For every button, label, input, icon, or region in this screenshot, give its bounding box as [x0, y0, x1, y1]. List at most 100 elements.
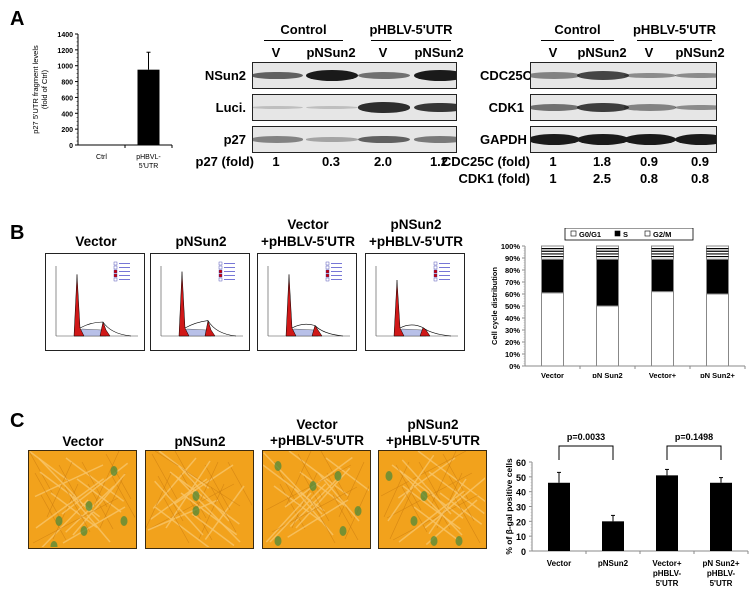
fold-value: 0.9 — [639, 154, 659, 169]
beta-gal-stain — [120, 516, 128, 526]
beta-gal-stain — [309, 481, 317, 491]
stack-S-3 — [706, 258, 729, 295]
protein-band — [306, 105, 358, 110]
flow-histogram-0 — [45, 253, 145, 351]
flow-title: +pHBLV-5'UTR — [368, 234, 464, 249]
stack-G0G1-1 — [596, 305, 619, 367]
cell-edge — [64, 486, 91, 533]
y-tick-label: 200 — [61, 127, 73, 134]
cell-fiber — [299, 471, 347, 507]
hist-g2-peak — [419, 327, 431, 337]
blot-strip — [530, 62, 717, 89]
stack-G2M-2 — [651, 245, 674, 260]
hist-fit-curve — [184, 320, 237, 337]
stack-G2M-0 — [541, 245, 564, 260]
hist-legend-swatch — [433, 261, 438, 266]
protein-band — [414, 136, 456, 143]
blot-strip — [252, 62, 457, 89]
bar-1 — [602, 521, 624, 551]
cell-fiber — [154, 506, 211, 548]
protein-band — [577, 71, 629, 80]
beta-gal-stain — [192, 491, 200, 501]
p-value-label-1: p=0.1498 — [675, 432, 713, 442]
fold-value: 1 — [272, 154, 280, 169]
cell-edge — [93, 451, 120, 507]
hist-g1-peak — [178, 271, 190, 337]
beta-gal-stain — [50, 541, 58, 548]
stack-G2M-1 — [596, 245, 619, 260]
beta-gal-stain — [55, 516, 63, 526]
flow-title: pNSun2 — [390, 217, 442, 232]
cell-edge — [174, 451, 201, 497]
fold-value: 0.8 — [639, 171, 659, 186]
fold-value: 1 — [549, 171, 557, 186]
cell-fiber — [147, 499, 219, 531]
blot-row-label: Luci. — [215, 100, 246, 115]
protein-band — [531, 72, 580, 79]
y-tick-label: 60 — [516, 458, 526, 468]
cell-fiber — [402, 485, 461, 530]
hist-legend-swatch — [113, 261, 118, 266]
cell-texture — [380, 451, 486, 546]
beta-gal-stain — [354, 506, 362, 516]
cell-edge — [395, 464, 422, 511]
blot-strip — [252, 94, 457, 121]
panel-b-letter: B — [10, 222, 25, 244]
beta-gal-stain — [455, 536, 463, 546]
x-tick-label-2: pHBLV- — [653, 569, 682, 578]
cell-fiber — [180, 492, 238, 536]
group-header: Control — [554, 22, 601, 37]
beta-gal-image-row: Vector pNSun2 Vector +pHBLV-5'UTR pNSun2 +pHB… — [25, 415, 487, 585]
hist-g1-peak — [393, 279, 405, 337]
flow-histogram-1 — [150, 253, 250, 351]
cell-fiber — [387, 454, 435, 522]
cell-edge — [383, 461, 410, 518]
group-underline — [371, 40, 451, 41]
protein-band — [577, 102, 629, 113]
fold-value: 1 — [549, 154, 557, 169]
cell-fiber — [169, 471, 240, 525]
fold-value: 2.5 — [592, 171, 612, 186]
cell-fiber — [263, 452, 323, 515]
micrograph-1 — [145, 450, 254, 549]
hist-g2-peak — [99, 321, 111, 337]
histogram-svg — [55, 261, 138, 337]
y-tick-label: 10% — [505, 350, 520, 359]
x-tick-label-1: pNSun2 — [598, 559, 629, 568]
stack-S-1 — [596, 258, 619, 307]
legend-swatch-1 — [614, 230, 621, 237]
cell-edge — [227, 461, 253, 508]
protein-band — [624, 104, 676, 111]
image-title: +pHBLV-5'UTR — [269, 433, 365, 448]
cell-edge — [332, 494, 359, 541]
protein-band — [414, 70, 456, 81]
fold-label: p27 (fold) — [195, 154, 255, 169]
cell-fiber — [69, 493, 111, 543]
cell-fiber — [398, 490, 465, 543]
fold-value: 0.9 — [690, 154, 710, 169]
cell-fiber — [62, 506, 126, 544]
cell-edge — [34, 472, 61, 519]
cell-edge — [32, 497, 119, 544]
hist-legend-swatch — [433, 273, 438, 278]
hist-fit-curve — [291, 323, 344, 337]
cell-fiber — [174, 464, 234, 505]
significance-bracket-0 — [558, 445, 614, 460]
x-tick-label-3: 5'UTR — [710, 579, 733, 588]
flow-title: +pHBLV-5'UTR — [260, 234, 356, 249]
cell-edge — [198, 483, 225, 540]
cell-edge — [430, 451, 457, 507]
y-axis-label: (fold of Ctrl) — [40, 69, 49, 109]
protein-band — [414, 102, 456, 113]
cell-edge — [46, 461, 73, 518]
cell-edge — [40, 494, 67, 541]
beta-gal-stain — [274, 536, 282, 546]
cell-edge — [380, 451, 467, 497]
hist-legend-swatch — [218, 261, 223, 266]
fold-value: 1.2 — [429, 154, 449, 169]
significance-bracket-1 — [666, 445, 722, 460]
blot-row-label: GAPDH — [480, 132, 527, 147]
cell-edge — [436, 472, 463, 529]
